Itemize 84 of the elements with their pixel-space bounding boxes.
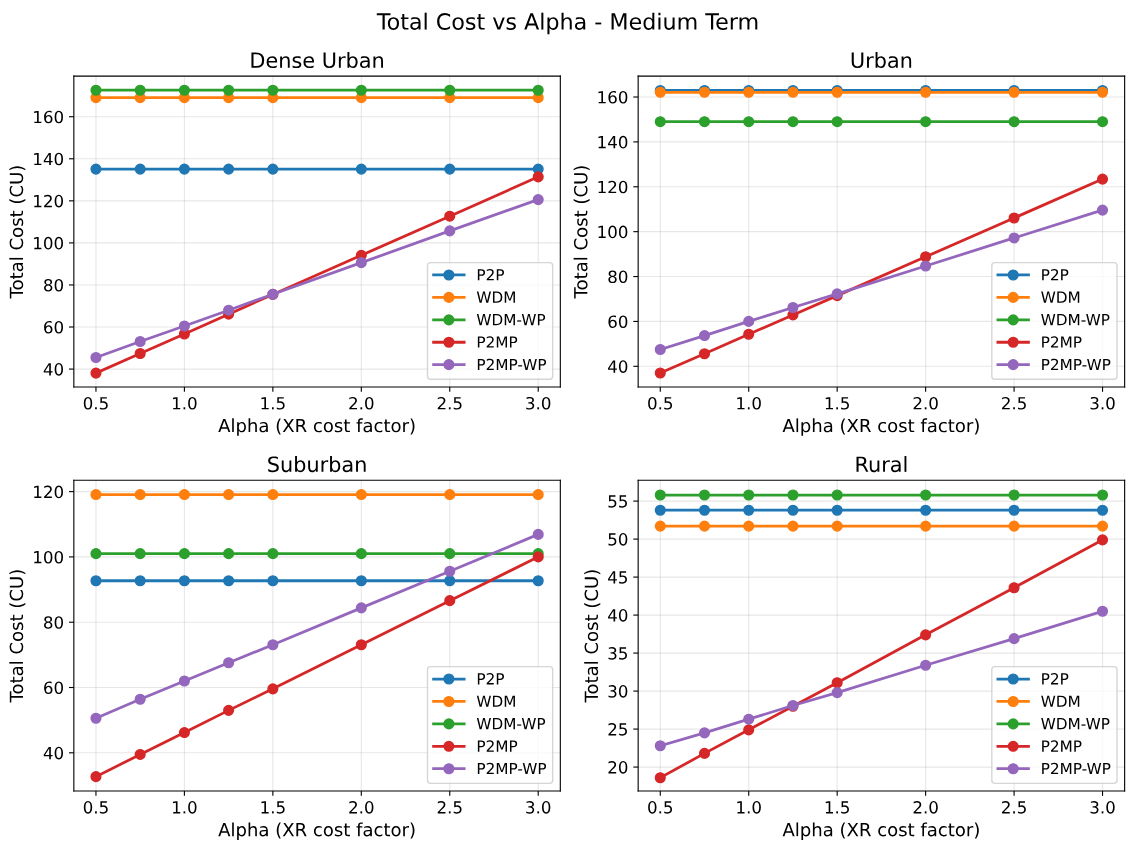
x-tick-label: 0.5 (83, 396, 108, 410)
x-tick-label: 1.5 (261, 397, 285, 410)
y-tick-label: 120 (34, 485, 64, 499)
legend-label: WDM (1041, 695, 1080, 707)
y-tick-label: 120 (598, 180, 628, 194)
y-tick-label: 100 (34, 550, 64, 564)
text: Total Cost vs Alpha - Medium Term (376, 12, 758, 35)
legend-label: P2MP-WP (1042, 762, 1111, 775)
y-tick-label: 40 (43, 363, 64, 376)
legend-label: WDM-WP (476, 718, 546, 730)
x-tick-label: 3.0 (526, 396, 551, 410)
x-tick-label: 2.5 (1002, 801, 1026, 814)
x-tick-label: 1.0 (737, 396, 761, 410)
y-tick-label: 160 (598, 90, 628, 104)
legend-label: P2MP (1042, 336, 1082, 348)
legend-label: P2MP-WP (477, 358, 547, 371)
y-axis-title: Total Cost (CU) (9, 570, 26, 703)
legend-label: WDM (1041, 291, 1080, 303)
x-tick-label: 2.0 (349, 396, 374, 410)
x-tick-label: 1.0 (737, 801, 761, 814)
y-tick-label: 100 (34, 236, 64, 250)
y-tick-label: 50 (608, 533, 628, 546)
y-tick-label: 60 (44, 681, 64, 695)
x-tick-label: 3.0 (1090, 396, 1115, 410)
x-tick-label: 2.0 (913, 396, 938, 410)
y-tick-label: 140 (34, 152, 64, 166)
legend-label: WDM (476, 695, 515, 707)
y-tick-label: 120 (34, 194, 64, 208)
x-tick-label: 3.0 (1090, 801, 1115, 814)
x-axis-title: Alpha (XR cost factor) (218, 822, 415, 840)
y-tick-label: 80 (44, 278, 64, 292)
chart-title: Suburban (268, 456, 366, 473)
y-tick-label: 60 (608, 315, 628, 328)
x-tick-label: 2.0 (349, 801, 374, 814)
x-tick-label: 2.0 (913, 801, 938, 814)
y-axis-title: Total Cost (CU) (573, 166, 590, 299)
legend-label: P2P (477, 673, 504, 685)
legend-label: P2MP (1042, 740, 1082, 752)
legend-label: P2MP-WP (477, 762, 547, 775)
y-tick-label: 20 (608, 761, 628, 774)
legend-label: WDM-WP (476, 314, 546, 326)
x-tick-label: 2.5 (437, 396, 462, 410)
y-tick-label: 40 (608, 609, 628, 622)
y-axis-title: Total Cost (CU) (584, 570, 601, 703)
legend-label: WDM (476, 291, 515, 303)
y-tick-label: 40 (43, 746, 64, 760)
y-tick-label: 45 (608, 571, 627, 584)
chart-title: Urban (851, 51, 912, 69)
chart-title: Dense Urban (251, 51, 383, 69)
legend-label: P2P (1042, 268, 1069, 281)
x-axis-title: Alpha (XR cost factor) (782, 418, 979, 436)
y-tick-label: 25 (608, 723, 627, 736)
y-tick-label: 140 (598, 135, 628, 149)
y-tick-label: 30 (608, 685, 628, 698)
x-tick-label: 1.5 (261, 801, 285, 814)
y-tick-label: 60 (44, 320, 64, 334)
x-tick-label: 1.5 (825, 397, 849, 410)
x-tick-label: 1.5 (825, 801, 849, 814)
y-tick-label: 55 (608, 495, 627, 508)
chart-title: Rural (856, 456, 907, 473)
y-tick-label: 100 (598, 225, 628, 239)
x-tick-label: 0.5 (648, 396, 673, 410)
y-tick-label: 80 (44, 616, 64, 629)
x-axis-title: Alpha (XR cost factor) (218, 418, 415, 436)
x-tick-label: 1.0 (172, 801, 197, 814)
y-tick-label: 80 (608, 270, 628, 284)
x-tick-label: 2.5 (437, 801, 462, 814)
x-tick-label: 3.0 (526, 801, 551, 814)
legend-label: P2MP (477, 336, 518, 348)
y-axis-title: Total Cost (CU) (9, 166, 26, 299)
y-tick-label: 35 (608, 647, 627, 660)
x-axis-title: Alpha (XR cost factor) (782, 822, 979, 840)
x-tick-label: 0.5 (83, 801, 108, 814)
legend-label: P2P (1042, 673, 1069, 685)
legend-label: P2MP (477, 740, 518, 752)
legend-label: WDM-WP (1041, 718, 1110, 730)
x-tick-label: 1.0 (172, 396, 197, 410)
y-tick-label: 40 (608, 360, 628, 373)
y-tick-label: 160 (34, 110, 64, 124)
legend-label: WDM-WP (1041, 314, 1110, 326)
legend-label: P2P (477, 268, 504, 281)
x-tick-label: 2.5 (1002, 396, 1026, 410)
x-tick-label: 0.5 (648, 801, 673, 814)
legend-label: P2MP-WP (1042, 358, 1111, 371)
